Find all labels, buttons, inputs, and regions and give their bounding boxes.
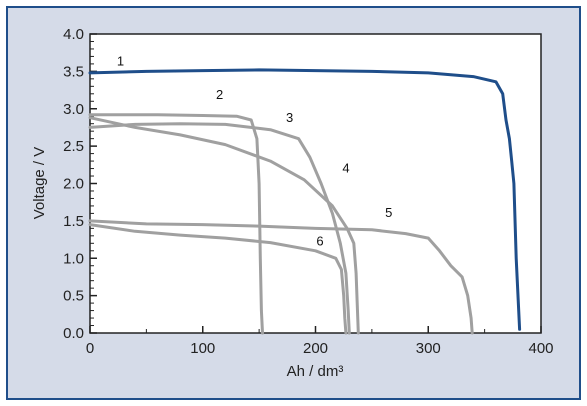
y-tick-label: 1.0 xyxy=(63,250,84,267)
series-line-1 xyxy=(88,68,522,331)
series-label-6: 6 xyxy=(316,234,323,249)
y-tick-label: 4.0 xyxy=(63,26,84,43)
series-label-3: 3 xyxy=(286,110,293,125)
x-axis-label: Ah / dm³ xyxy=(287,363,344,380)
x-tick-label: 100 xyxy=(190,340,215,357)
x-tick-label: 200 xyxy=(303,340,328,357)
series-line-6 xyxy=(88,223,348,335)
x-tick-label: 300 xyxy=(416,340,441,357)
y-tick-label: 3.0 xyxy=(63,101,84,118)
plot-area xyxy=(89,33,542,334)
x-tick-label: 0 xyxy=(86,340,94,357)
y-tick-label: 2.5 xyxy=(63,138,84,155)
series-label-5: 5 xyxy=(385,205,392,220)
y-tick-label: 0.5 xyxy=(63,288,84,305)
series-label-1: 1 xyxy=(117,53,124,68)
y-axis-label: Voltage / V xyxy=(31,147,48,220)
series-label-2: 2 xyxy=(216,87,223,102)
series-label-4: 4 xyxy=(342,160,349,175)
series-line-3 xyxy=(88,122,351,335)
y-tick-label: 3.5 xyxy=(63,63,84,80)
y-tick-label: 2.0 xyxy=(63,176,84,193)
series-labels: 1 2 3 4 5 6 xyxy=(117,53,393,248)
y-tick-label: 1.5 xyxy=(63,213,84,230)
series-line-2 xyxy=(88,113,264,335)
series-line-5 xyxy=(88,219,474,335)
series-lines xyxy=(88,68,522,335)
ticks: 0.0 0.5 1.0 1.5 2.0 2.5 3.0 3.5 4.0 0 100 200 300 400 xyxy=(63,26,553,357)
x-tick-label: 400 xyxy=(528,340,553,357)
y-tick-label: 0.0 xyxy=(63,325,84,342)
series-line-4 xyxy=(88,116,360,335)
